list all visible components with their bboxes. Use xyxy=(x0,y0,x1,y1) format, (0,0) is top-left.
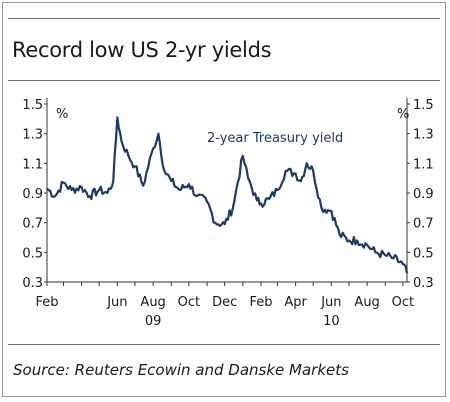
x-axis: Feb Jun Aug Oct Dec Feb Apr Jun Aug Oct 09 10 xyxy=(35,282,414,329)
x-tick-label: Aug xyxy=(354,295,379,310)
y-tick-label-right: 0.3 xyxy=(413,276,434,291)
x-tick-label: Dec xyxy=(212,295,237,310)
y-tick-label-left: 1.1 xyxy=(22,157,43,172)
x-tick-label: Feb xyxy=(249,295,272,310)
x-tick-label: Jun xyxy=(106,295,127,310)
x-year-label: 09 xyxy=(145,314,162,329)
y-tick-label-left: 1.3 xyxy=(22,128,43,143)
y-tick-label-right: 0.7 xyxy=(413,217,434,232)
y-tick-label-right: 1.1 xyxy=(413,157,434,172)
source-rule xyxy=(8,344,440,345)
x-tick-label: Jun xyxy=(320,295,341,310)
y-tick-label-right: 0.5 xyxy=(413,246,434,261)
series-label: 2-year Treasury yield xyxy=(207,131,343,146)
y-unit-right: % xyxy=(397,107,409,122)
x-tick-label: Apr xyxy=(284,295,307,310)
series-line-2y-treasury xyxy=(46,116,409,274)
y-tick-label-right: 0.9 xyxy=(413,187,434,202)
x-tick-label: Feb xyxy=(35,295,58,310)
y-axis-right: 0.3 0.5 0.7 0.9 1.1 1.3 1.5 xyxy=(407,98,434,291)
y-unit-left: % xyxy=(56,107,68,122)
y-tick-label-right: 1.3 xyxy=(413,128,434,143)
chart-title: Record low US 2-yr yields xyxy=(12,38,272,62)
y-tick-label-left: 0.5 xyxy=(22,246,43,261)
y-tick-label-left: 1.5 xyxy=(22,98,43,113)
x-tick-label: Oct xyxy=(178,295,200,310)
y-axis-left: 0.3 0.5 0.7 0.9 1.1 1.3 1.5 xyxy=(22,98,47,291)
x-tick-label: Aug xyxy=(140,295,165,310)
chart-source: Source: Reuters Ecowin and Danske Market… xyxy=(13,361,349,379)
x-tick-label: Oct xyxy=(392,295,414,310)
x-year-label: 10 xyxy=(323,314,340,329)
chart-frame xyxy=(2,2,446,397)
y-tick-label-right: 1.5 xyxy=(413,98,434,113)
title-rule xyxy=(8,80,440,81)
top-rule xyxy=(8,18,440,19)
y-tick-label-left: 0.9 xyxy=(22,187,43,202)
y-tick-label-left: 0.3 xyxy=(22,276,43,291)
y-tick-label-left: 0.7 xyxy=(22,217,43,232)
